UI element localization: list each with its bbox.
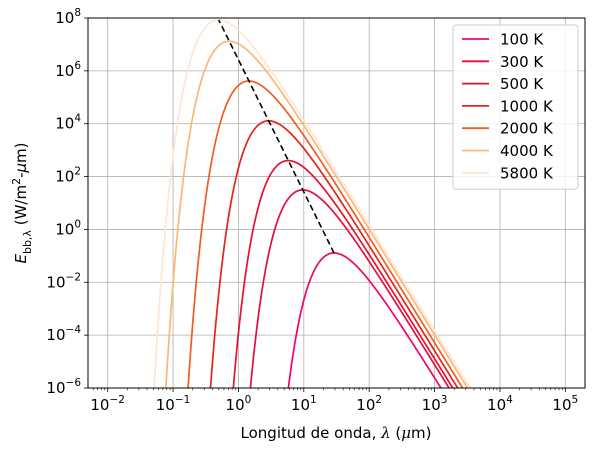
x-tick-label: 10−1 — [156, 394, 191, 414]
peak-line — [218, 19, 335, 254]
legend: 100 K 300 K 500 K 1000 K 2000 K 4000 K 5800 K — [452, 24, 579, 190]
y-tick-label: 10−6 — [46, 377, 81, 397]
y-tick-label: 100 — [55, 218, 81, 238]
plot-frame — [87, 17, 586, 389]
x-axis-label: Longitud de onda, λ (μm) — [241, 424, 432, 442]
legend-label: 4000 K — [500, 142, 554, 160]
axis-labels: Longitud de onda, λ (μm) Ebb,λ (W/m2-μm) — [10, 142, 431, 442]
plot-area — [153, 19, 472, 388]
legend-box — [452, 24, 579, 190]
y-tick-label: 104 — [55, 113, 81, 133]
series-line — [249, 189, 451, 388]
legend-label: 500 K — [500, 75, 544, 93]
series-line — [232, 159, 454, 388]
series-line — [287, 252, 442, 388]
legend-label: 2000 K — [500, 120, 554, 138]
x-tick-label: 102 — [356, 394, 382, 414]
axis-ticks: 10−2 10−1 100 101 102 103 104 105 10−6 10−4 10−2 10… — [46, 7, 578, 414]
legend-label: 300 K — [500, 53, 544, 71]
y-tick-label: 106 — [55, 60, 81, 80]
series-line — [153, 19, 472, 388]
y-axis-label: Ebb,λ (W/m2-μm) — [10, 142, 34, 263]
y-tick-label: 10−2 — [46, 271, 81, 291]
legend-label: 1000 K — [500, 97, 554, 115]
x-tick-label: 100 — [226, 394, 252, 414]
y-tick-label: 10−4 — [46, 324, 81, 344]
series-line — [187, 80, 464, 388]
y-tick-label: 108 — [55, 7, 81, 27]
x-tick-label: 105 — [552, 394, 578, 414]
y-tick-label: 102 — [55, 166, 81, 186]
legend-label: 5800 K — [500, 164, 554, 182]
series-line — [209, 119, 459, 388]
x-tick-label: 101 — [291, 394, 317, 414]
x-tick-label: 104 — [487, 394, 513, 414]
legend-label: 100 K — [500, 31, 544, 49]
series-line — [165, 40, 469, 388]
x-tick-label: 10−2 — [90, 394, 125, 414]
x-tick-label: 103 — [422, 394, 448, 414]
